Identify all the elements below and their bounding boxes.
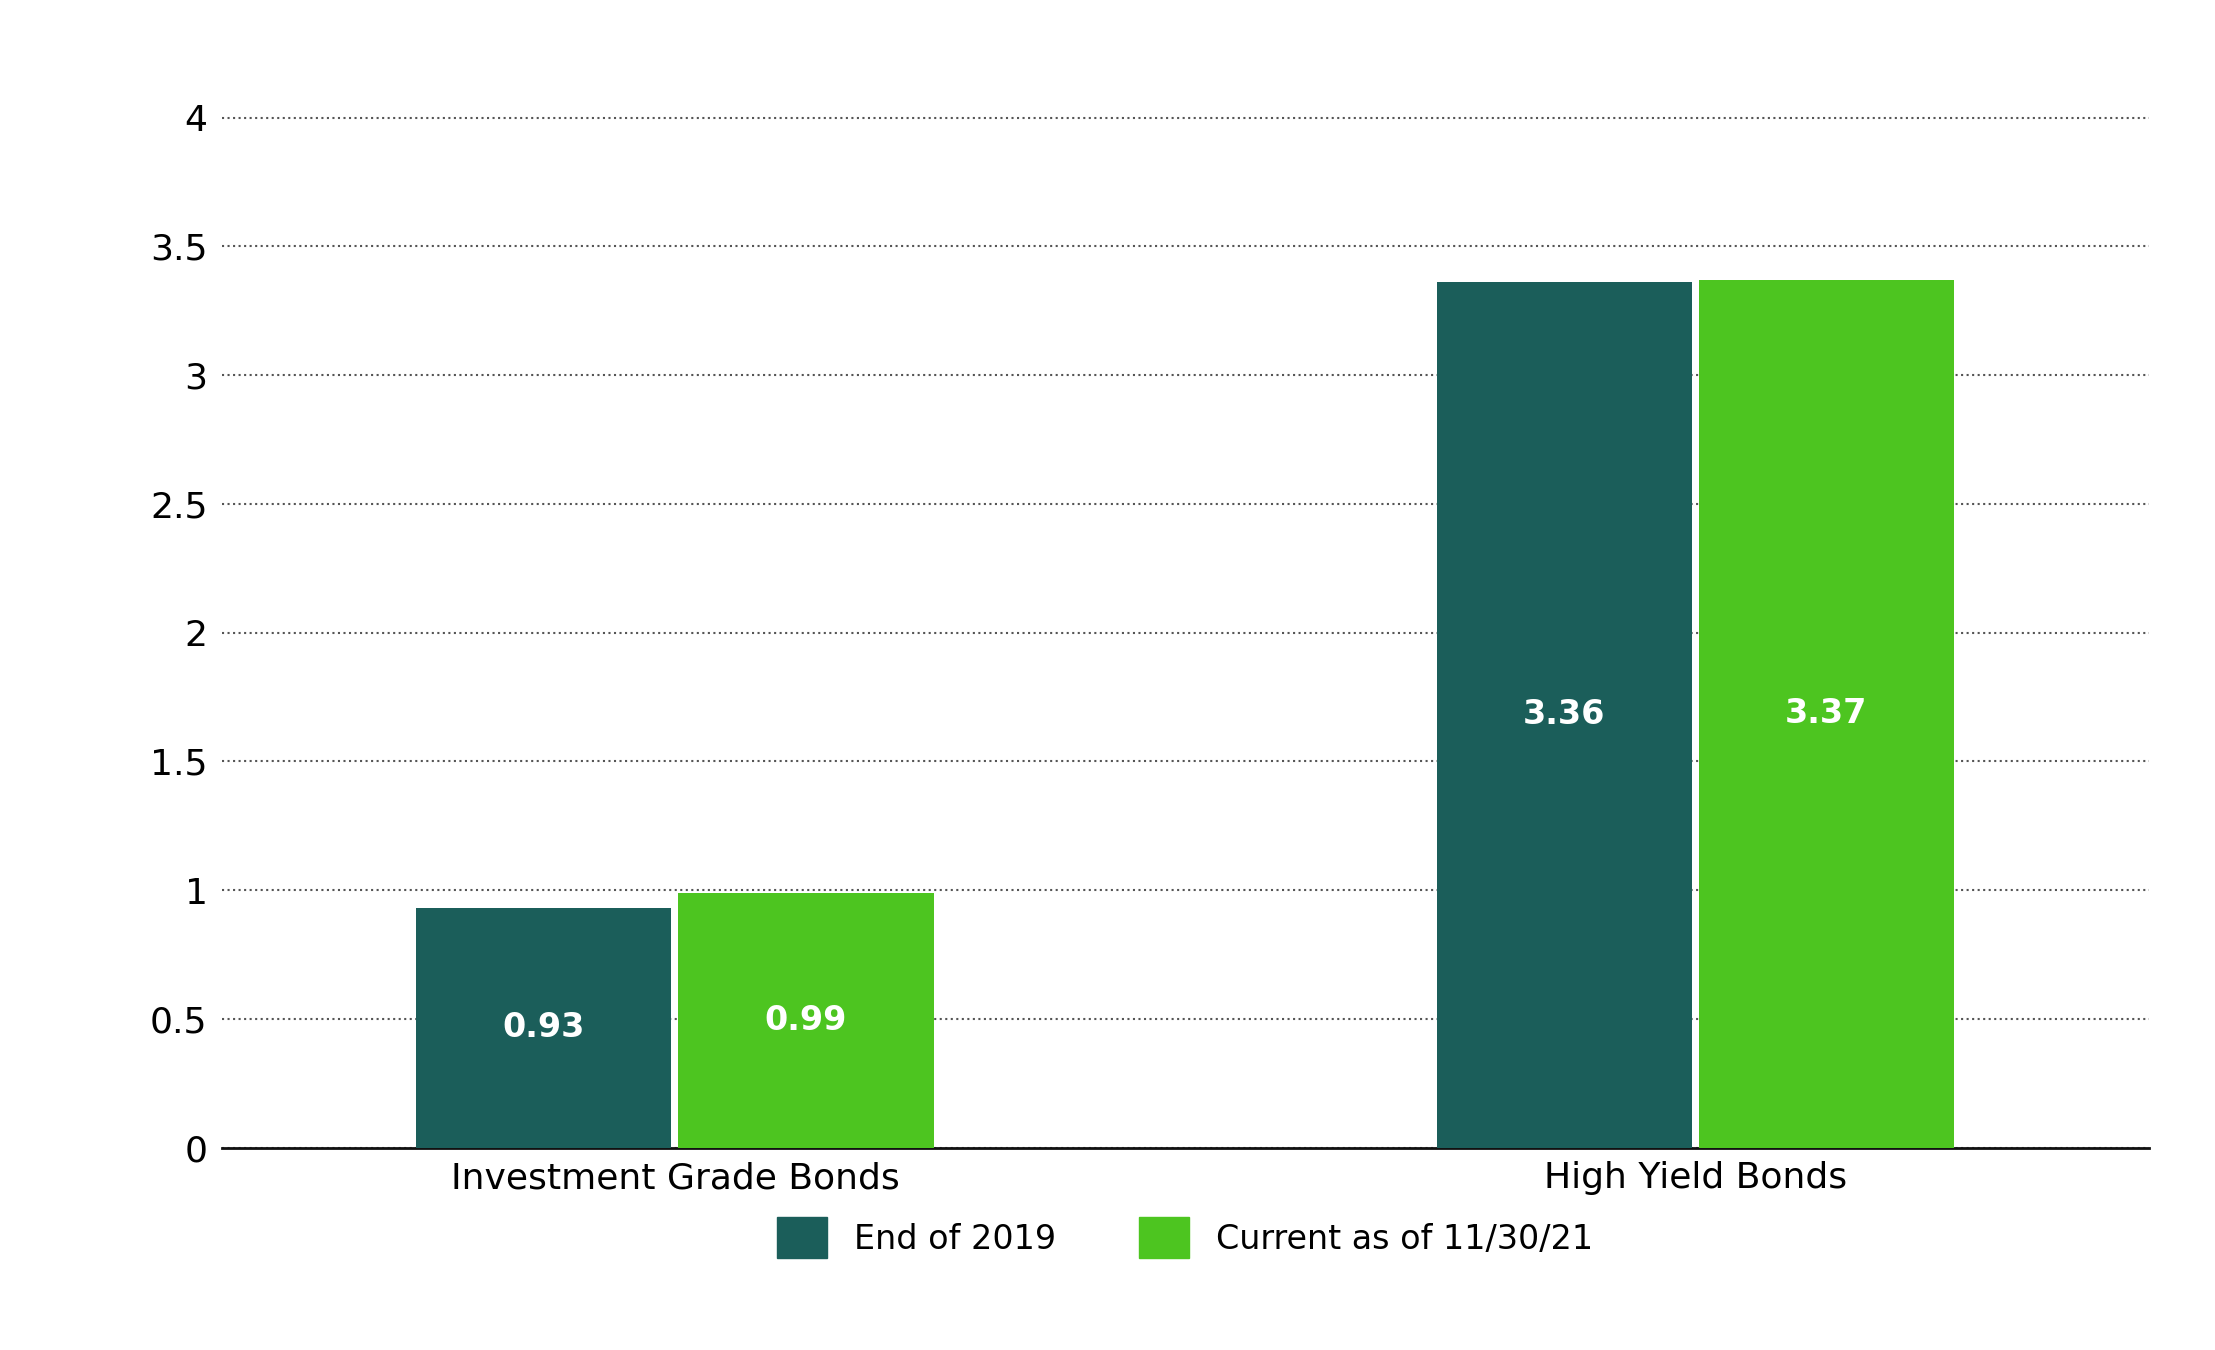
Text: 0.99: 0.99 (764, 1003, 846, 1037)
Bar (416, 909, 671, 1148)
Bar (1438, 282, 1692, 1148)
Text: 3.36: 3.36 (1524, 698, 1606, 732)
Bar (678, 892, 933, 1148)
Text: 3.37: 3.37 (1785, 697, 1867, 730)
Legend: End of 2019, Current as of 11/30/21: End of 2019, Current as of 11/30/21 (760, 1200, 1610, 1274)
Bar (1699, 279, 1954, 1148)
Text: 0.93: 0.93 (503, 1011, 585, 1045)
